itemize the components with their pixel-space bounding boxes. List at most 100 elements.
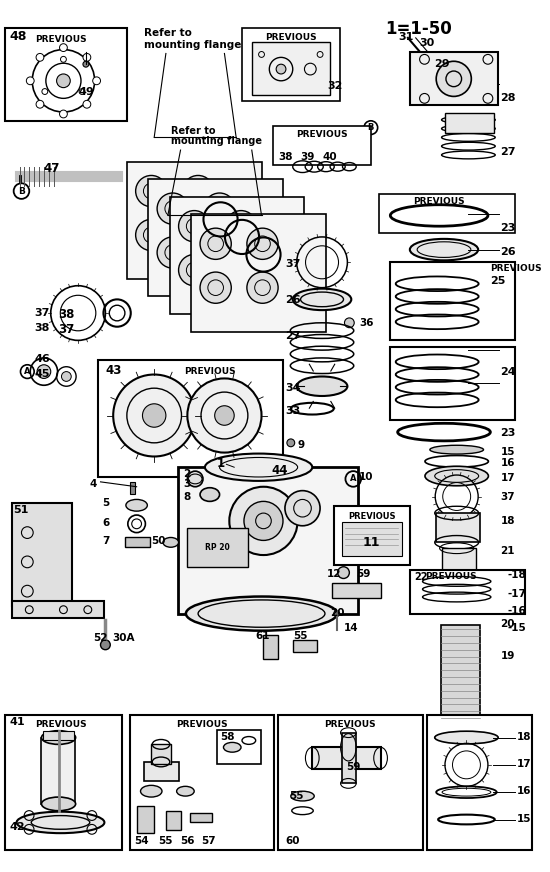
Text: 50: 50	[151, 535, 166, 546]
Ellipse shape	[177, 787, 194, 796]
Text: 1=1-50: 1=1-50	[386, 20, 452, 38]
Circle shape	[247, 228, 278, 259]
Text: mounting flange: mounting flange	[145, 40, 242, 50]
Text: PREVIOUS: PREVIOUS	[296, 130, 348, 139]
Text: 7: 7	[102, 535, 110, 546]
Text: 46: 46	[34, 354, 50, 364]
Ellipse shape	[293, 289, 351, 310]
Bar	[273, 126, 371, 165]
Bar	[151, 745, 170, 764]
Circle shape	[59, 44, 67, 51]
Ellipse shape	[16, 812, 104, 833]
Bar	[436, 513, 480, 542]
Circle shape	[204, 237, 235, 269]
Text: 23: 23	[499, 223, 515, 234]
Circle shape	[285, 491, 320, 526]
Circle shape	[204, 193, 235, 224]
Bar	[342, 521, 402, 556]
Circle shape	[226, 210, 257, 242]
Text: 58: 58	[221, 732, 235, 742]
Text: 51: 51	[14, 505, 29, 515]
Text: 48: 48	[10, 30, 27, 43]
Bar	[293, 640, 317, 651]
Text: 26: 26	[500, 247, 516, 256]
Bar	[332, 583, 381, 598]
Text: 59: 59	[356, 569, 371, 579]
Bar	[242, 28, 339, 101]
Text: 60: 60	[285, 836, 299, 846]
Text: 38: 38	[34, 323, 50, 333]
Text: 36: 36	[359, 318, 373, 328]
Bar	[427, 715, 532, 849]
Text: 25: 25	[490, 276, 505, 286]
Text: 16: 16	[517, 787, 532, 796]
Circle shape	[436, 61, 471, 97]
Bar	[148, 180, 283, 296]
Text: 18: 18	[500, 516, 515, 526]
Text: 5: 5	[102, 499, 109, 508]
Circle shape	[334, 610, 339, 617]
Text: 37: 37	[34, 308, 50, 318]
Text: 8: 8	[184, 492, 191, 501]
Circle shape	[36, 53, 44, 61]
Bar	[441, 625, 480, 732]
Bar	[145, 762, 179, 781]
Text: mounting flange: mounting flange	[170, 136, 262, 146]
Circle shape	[93, 77, 101, 85]
Text: 10: 10	[359, 472, 373, 482]
Text: 41: 41	[10, 717, 25, 727]
Text: 12: 12	[327, 569, 342, 579]
Text: -15: -15	[508, 623, 526, 633]
Circle shape	[62, 371, 72, 381]
Circle shape	[188, 471, 203, 487]
Ellipse shape	[163, 537, 179, 548]
Circle shape	[229, 487, 298, 555]
Text: 18: 18	[517, 732, 532, 742]
Ellipse shape	[291, 791, 314, 801]
Bar	[130, 482, 135, 494]
Text: 33: 33	[285, 405, 300, 416]
Text: 55: 55	[293, 631, 307, 641]
Bar	[178, 467, 358, 614]
Text: -18: -18	[508, 569, 526, 580]
Bar	[43, 731, 74, 740]
Text: Refer to: Refer to	[170, 126, 215, 136]
Text: 38: 38	[58, 308, 75, 321]
Circle shape	[113, 374, 195, 457]
Ellipse shape	[223, 742, 241, 753]
Bar	[5, 715, 122, 849]
Text: 54: 54	[135, 836, 149, 846]
Circle shape	[338, 567, 349, 578]
Text: 44: 44	[271, 464, 288, 477]
Text: B: B	[18, 187, 25, 195]
Text: PREVIOUS: PREVIOUS	[426, 572, 477, 581]
Text: -17: -17	[508, 589, 526, 599]
Text: 20: 20	[500, 619, 515, 630]
Circle shape	[200, 272, 231, 303]
Bar	[278, 715, 422, 849]
Text: 15: 15	[500, 446, 515, 457]
Circle shape	[83, 61, 89, 67]
Bar	[97, 360, 283, 477]
Text: 9: 9	[298, 439, 305, 450]
Circle shape	[136, 175, 167, 207]
Ellipse shape	[200, 487, 219, 501]
Text: 27: 27	[285, 330, 300, 341]
Text: 17: 17	[500, 473, 515, 483]
Text: 30A: 30A	[112, 633, 135, 644]
Circle shape	[26, 77, 34, 85]
Circle shape	[226, 255, 257, 286]
Bar	[191, 215, 326, 331]
Bar	[263, 635, 278, 659]
Ellipse shape	[425, 467, 488, 486]
Bar	[130, 715, 274, 849]
Text: 37: 37	[500, 492, 515, 501]
Text: B: B	[367, 123, 374, 133]
Bar	[188, 528, 248, 567]
Text: PREVIOUS: PREVIOUS	[413, 197, 465, 207]
Text: 1: 1	[217, 458, 225, 471]
Bar	[136, 806, 154, 833]
Bar	[190, 813, 212, 822]
Text: 29: 29	[434, 59, 450, 70]
Circle shape	[188, 378, 261, 453]
